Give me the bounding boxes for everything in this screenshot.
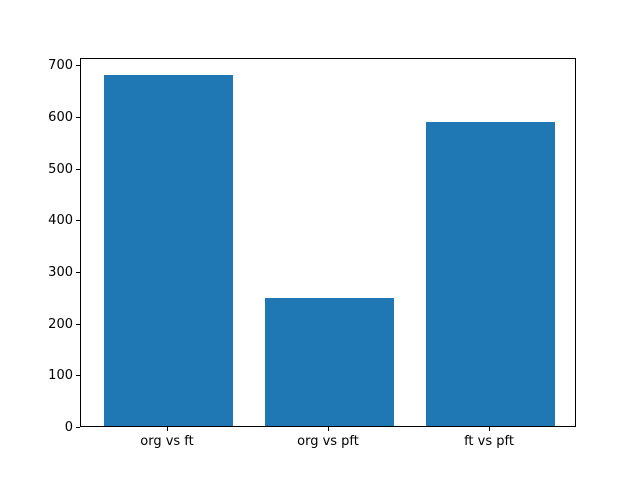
y-tick-label: 300: [48, 265, 73, 280]
y-tick-mark: [76, 427, 80, 428]
bar-ft-vs-pft: [426, 122, 555, 426]
y-tick-label: 600: [48, 110, 73, 125]
x-tick-label-org-vs-ft: org vs ft: [140, 434, 194, 449]
x-tick-label-org-vs-pft: org vs pft: [297, 434, 359, 449]
x-tick-mark: [328, 427, 329, 431]
y-tick-mark: [76, 272, 80, 273]
y-tick-label: 400: [48, 213, 73, 228]
y-tick-mark: [76, 65, 80, 66]
y-tick-mark: [76, 220, 80, 221]
bar-org-vs-ft: [104, 75, 233, 426]
plot-area: [80, 58, 576, 427]
y-tick-mark: [76, 117, 80, 118]
y-tick-label: 200: [48, 317, 73, 332]
y-tick-label: 0: [64, 420, 73, 435]
y-tick-mark: [76, 375, 80, 376]
x-tick-mark: [167, 427, 168, 431]
y-tick-label: 500: [48, 162, 73, 177]
y-tick-label: 100: [48, 368, 73, 383]
y-tick-mark: [76, 324, 80, 325]
x-tick-mark: [489, 427, 490, 431]
y-tick-mark: [76, 169, 80, 170]
bar-org-vs-pft: [265, 298, 394, 426]
y-tick-label: 700: [48, 58, 73, 73]
x-tick-label-ft-vs-pft: ft vs pft: [464, 434, 514, 449]
